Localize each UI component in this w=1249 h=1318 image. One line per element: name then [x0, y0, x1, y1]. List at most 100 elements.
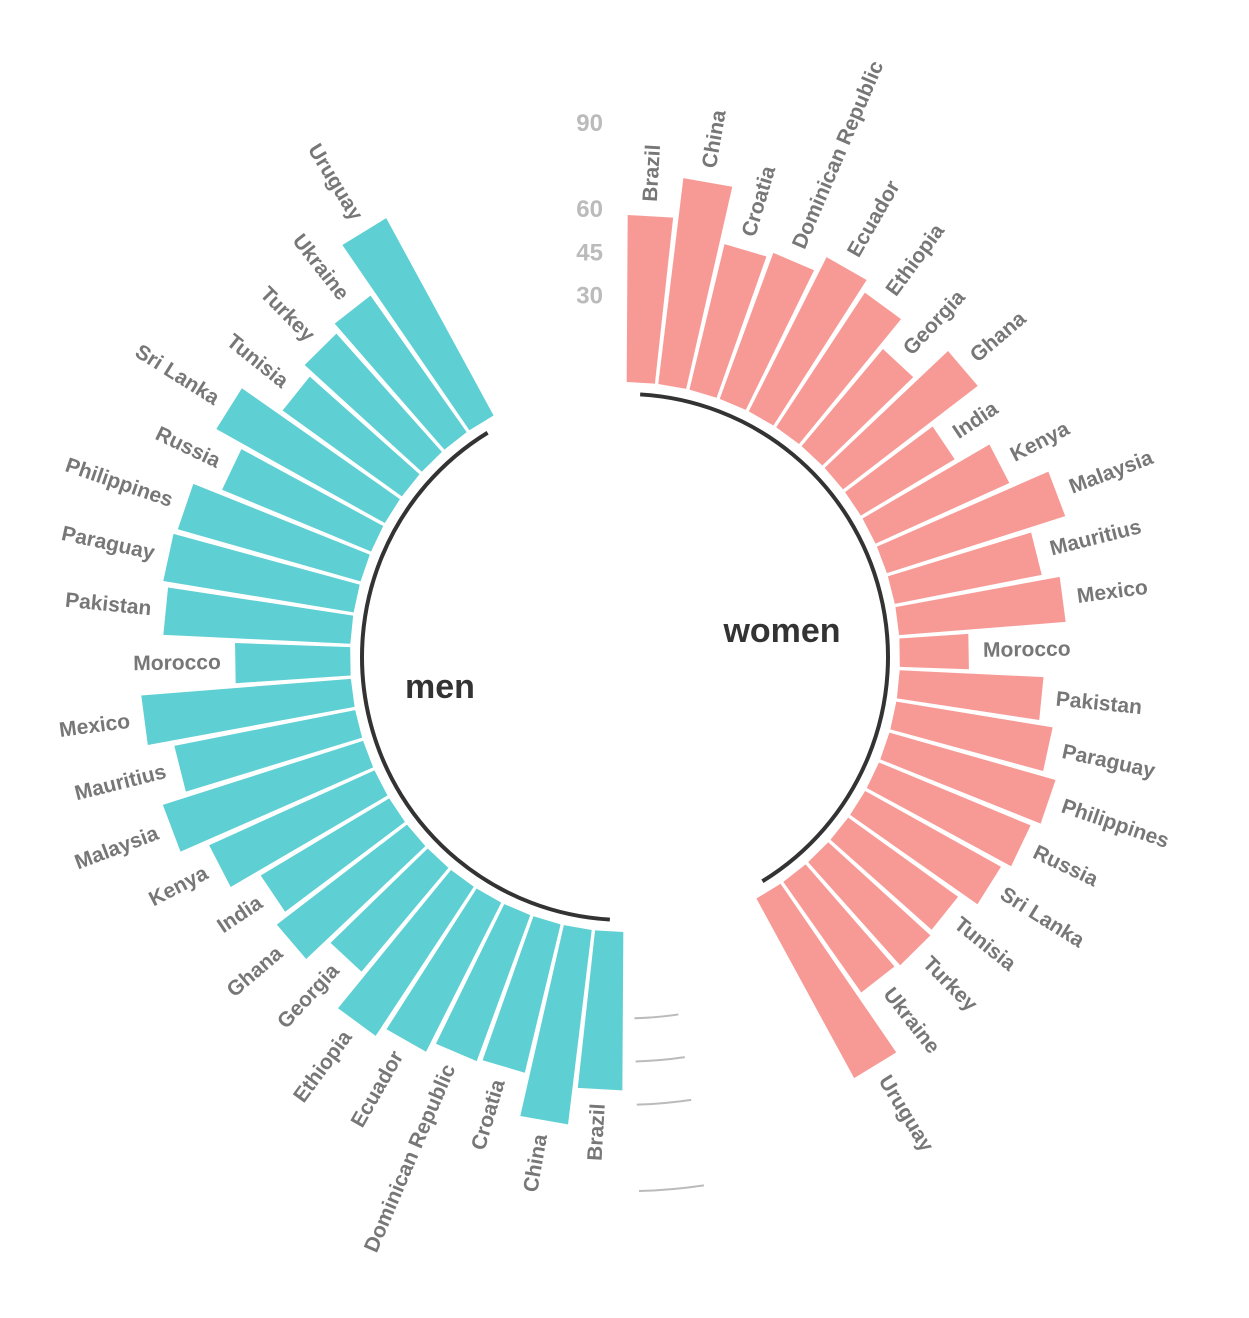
bar-men-sri-lanka — [216, 388, 400, 524]
bar-men-mexico — [141, 678, 355, 746]
label-men-ghana: Ghana — [223, 942, 288, 1002]
label-men-uruguay: Uruguay — [303, 140, 367, 225]
bar-women-sri-lanka — [850, 790, 1001, 905]
baseline-arc-women — [640, 392, 890, 883]
label-women-paraguay: Paraguay — [1060, 740, 1158, 783]
group-label-women: women — [722, 612, 840, 650]
bar-men-paraguay — [163, 533, 360, 613]
bars-layer — [141, 178, 1066, 1125]
label-women-turkey: Turkey — [918, 952, 982, 1016]
label-men-china: China — [519, 1132, 552, 1194]
label-men-mexico: Mexico — [58, 710, 132, 742]
bar-women-paraguay — [890, 701, 1053, 771]
label-men-india: India — [213, 891, 267, 938]
baseline-arcs — [360, 392, 890, 922]
label-men-mauritius: Mauritius — [72, 760, 168, 805]
bar-women-philippines — [880, 732, 1056, 824]
bar-women-pakistan — [896, 670, 1044, 721]
label-women-georgia: Georgia — [899, 286, 970, 360]
label-women-india: India — [949, 397, 1003, 444]
bar-men-ghana — [276, 824, 426, 960]
label-women-tunisia: Tunisia — [950, 913, 1021, 976]
bar-women-croatia — [689, 244, 767, 398]
label-women-uruguay: Uruguay — [874, 1071, 938, 1156]
label-men-sri-lanka: Sri Lanka — [131, 340, 224, 410]
bar-women-india — [845, 426, 955, 516]
bar-women-china — [658, 178, 733, 389]
label-women-philippines: Philippines — [1058, 795, 1171, 853]
label-women-mauritius: Mauritius — [1048, 515, 1144, 560]
scale-tick-45: 45 — [576, 239, 603, 266]
bar-men-pakistan — [163, 587, 354, 644]
bar-women-ethiopia — [776, 292, 902, 445]
label-men-turkey: Turkey — [255, 282, 319, 346]
label-women-mexico: Mexico — [1076, 576, 1150, 608]
baseline-arc-men — [360, 431, 610, 922]
bar-women-ghana — [824, 351, 978, 490]
label-men-morocco: Morocco — [133, 651, 221, 675]
bar-women-tunisia — [830, 817, 959, 930]
group-label-men: men — [405, 668, 475, 706]
label-women-ghana: Ghana — [966, 307, 1031, 367]
label-men-georgia: Georgia — [273, 959, 344, 1033]
label-women-morocco: Morocco — [983, 638, 1071, 662]
value-scale: 30 45 60 90 — [576, 110, 705, 1193]
label-men-paraguay: Paraguay — [59, 522, 157, 565]
label-women-china: China — [698, 108, 731, 170]
label-men-tunisia: Tunisia — [222, 330, 293, 393]
bar-men-uruguay — [342, 218, 494, 431]
label-men-kenya: Kenya — [145, 862, 212, 911]
scale-tick-30: 30 — [576, 283, 603, 310]
bar-women-kenya — [862, 444, 1010, 544]
bar-women-ecuador — [748, 257, 867, 426]
bar-women-mexico — [895, 576, 1066, 636]
bar-women-dominican-republic — [719, 252, 815, 410]
label-men-ethiopia: Ethiopia — [289, 1026, 357, 1107]
label-women-croatia: Croatia — [738, 163, 781, 239]
bar-men-turkey — [304, 333, 442, 472]
bar-men-morocco — [235, 643, 351, 684]
bar-men-mauritius — [174, 710, 363, 792]
bar-men-philippines — [177, 483, 370, 582]
scale-guide-45 — [635, 1056, 685, 1063]
bar-women-russia — [866, 762, 1031, 867]
bar-women-brazil — [626, 214, 674, 384]
label-women-kenya: Kenya — [1007, 417, 1074, 466]
bar-men-brazil — [577, 930, 624, 1091]
bar-women-malaysia — [876, 471, 1066, 574]
bar-men-ecuador — [386, 888, 502, 1052]
bar-women-mauritius — [887, 532, 1042, 604]
scale-guide-90 — [638, 1184, 705, 1193]
bar-women-morocco — [899, 633, 969, 670]
scale-tick-90: 90 — [576, 110, 603, 137]
label-men-brazil: Brazil — [584, 1103, 610, 1161]
bar-women-ukraine — [783, 864, 895, 993]
bar-women-turkey — [808, 842, 931, 966]
label-men-ukraine: Ukraine — [288, 230, 354, 305]
label-men-croatia: Croatia — [467, 1077, 510, 1153]
label-men-pakistan: Pakistan — [64, 589, 152, 620]
label-men-ecuador: Ecuador — [347, 1047, 409, 1131]
bar-women-georgia — [801, 349, 914, 466]
label-women-malaysia: Malaysia — [1066, 446, 1156, 499]
bar-men-kenya — [209, 770, 388, 887]
bar-women-uruguay — [756, 883, 897, 1079]
label-women-ecuador: Ecuador — [843, 177, 905, 261]
label-women-pakistan: Pakistan — [1055, 688, 1143, 719]
label-women-sri-lanka: Sri Lanka — [996, 883, 1089, 953]
scale-tick-60: 60 — [576, 196, 603, 223]
scale-guide-30 — [634, 1013, 679, 1020]
label-women-ethiopia: Ethiopia — [882, 220, 950, 301]
label-men-russia: Russia — [152, 422, 224, 473]
bar-men-malaysia — [162, 740, 374, 852]
label-men-philippines: Philippines — [62, 454, 175, 512]
bar-men-india — [260, 798, 405, 912]
bar-men-tunisia — [282, 376, 420, 497]
label-women-brazil: Brazil — [639, 144, 665, 202]
label-men-malaysia: Malaysia — [72, 822, 162, 875]
scale-guide-60 — [636, 1098, 692, 1106]
bar-men-croatia — [482, 916, 561, 1073]
bar-men-ukraine — [334, 295, 467, 450]
